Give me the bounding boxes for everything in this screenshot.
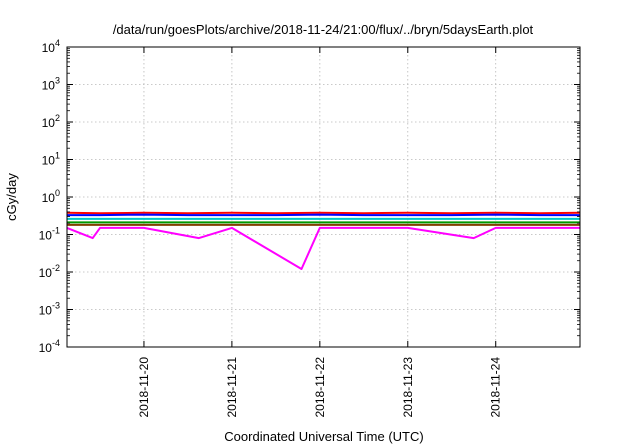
y-tick-label: 10-3 xyxy=(39,301,60,318)
series-line-6 xyxy=(66,226,580,270)
x-tick-label: 2018-11-21 xyxy=(225,357,239,418)
series-line-2 xyxy=(67,213,580,217)
chart-title: /data/run/goesPlots/archive/2018-11-24/2… xyxy=(113,22,534,37)
y-tick-label: 102 xyxy=(42,113,60,130)
x-axis-label: Coordinated Universal Time (UTC) xyxy=(224,429,423,444)
y-tick-label: 10-1 xyxy=(39,226,60,243)
y-tick-label: 104 xyxy=(42,38,60,55)
gridlines xyxy=(67,47,580,347)
y-tick-label: 101 xyxy=(42,151,60,168)
x-tick-label: 2018-11-22 xyxy=(313,357,327,418)
y-tick-label: 10-2 xyxy=(39,263,60,280)
y-axis-label: cGy/day xyxy=(4,173,19,221)
x-tick-label: 2018-11-20 xyxy=(137,357,151,418)
x-tick-label: 2018-11-24 xyxy=(489,357,503,418)
y-tick-label: 100 xyxy=(42,188,60,205)
y-tick-label: 103 xyxy=(42,76,60,93)
y-tick-label: 10-4 xyxy=(39,338,60,355)
y-axis: 10-4 10-3 10-2 10-1 100 101 102 103 104 xyxy=(39,38,580,355)
series-group xyxy=(66,211,581,270)
x-axis: 2018-11-20 2018-11-21 2018-11-22 2018-11-23… xyxy=(137,47,503,418)
x-tick-label: 2018-11-23 xyxy=(401,357,415,418)
